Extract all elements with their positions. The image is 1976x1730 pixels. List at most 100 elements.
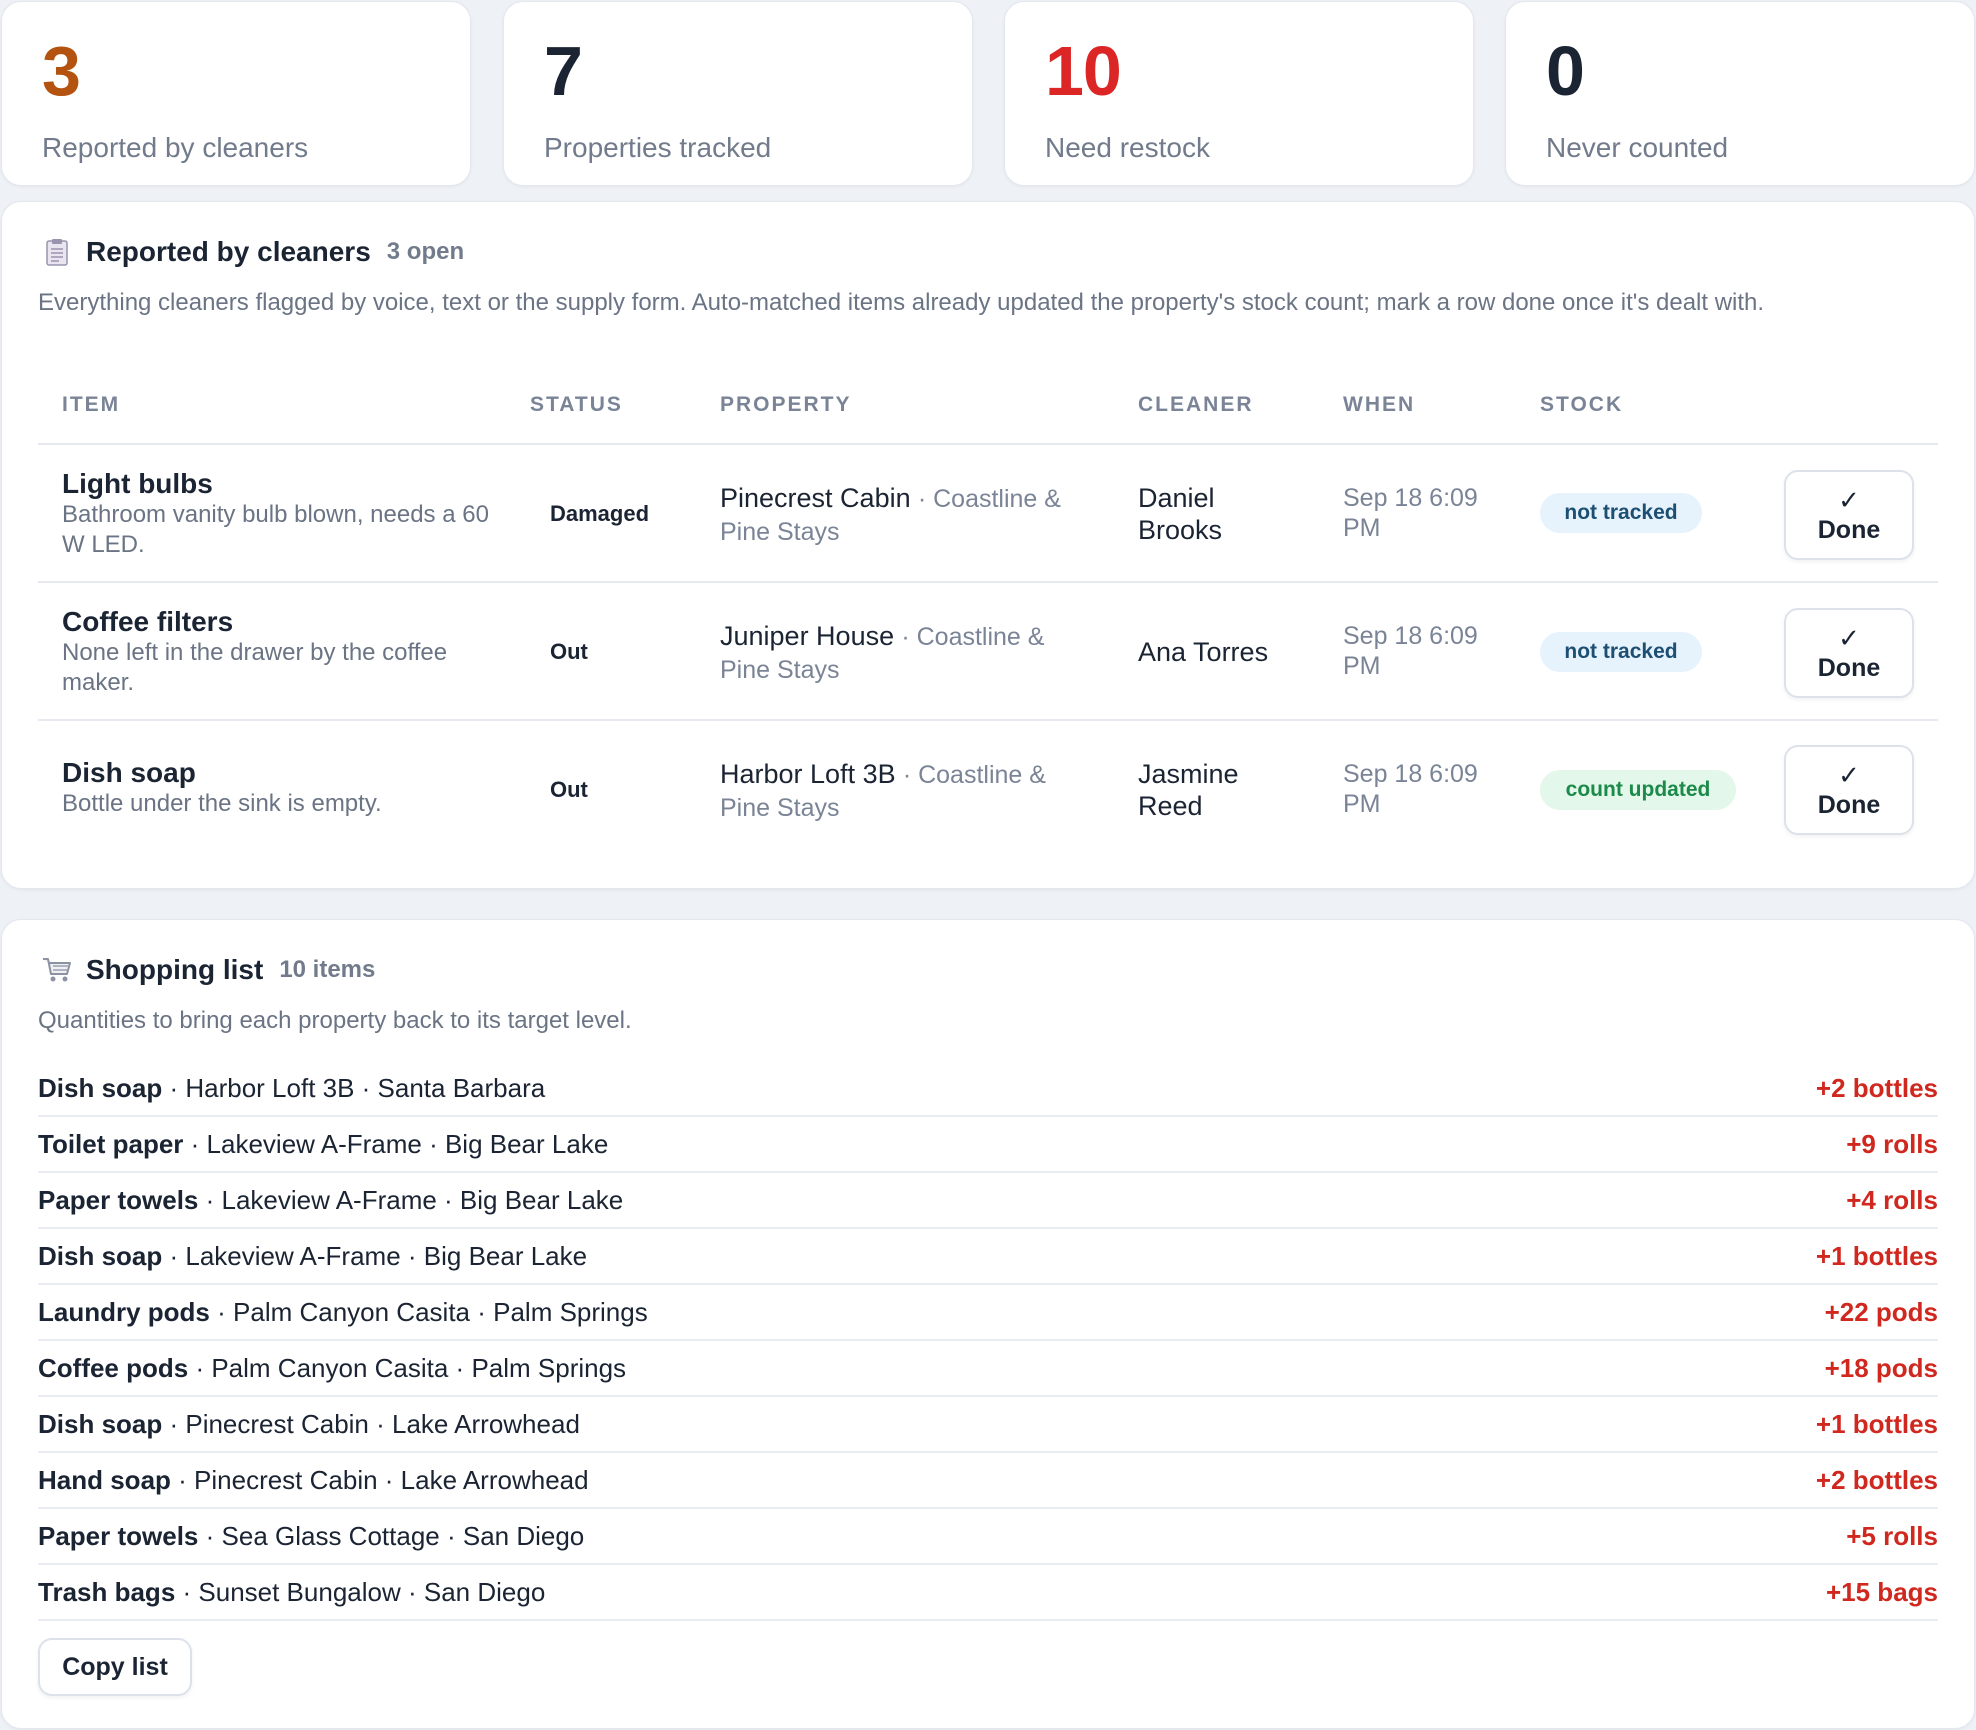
column-header-when: WHEN	[1343, 393, 1416, 416]
item-location: · Lakeview A-Frame · Big Bear Lake	[183, 1128, 609, 1159]
stat-value: 10	[1045, 32, 1122, 110]
done-label: Done	[1817, 791, 1881, 819]
item-name: Dish soap	[38, 1408, 163, 1439]
list-item: Laundry pods · Palm Canyon Casita · Palm…	[38, 1285, 1938, 1341]
list-item-label: Coffee pods · Palm Canyon Casita · Palm …	[38, 1353, 626, 1384]
stat-card-need-restock: 10 Need restock	[1004, 1, 1474, 186]
stock-badge: count updated	[1540, 770, 1736, 810]
status-label: Out	[550, 639, 588, 664]
list-item: Trash bags · Sunset Bungalow · San Diego…	[38, 1565, 1938, 1621]
quantity-needed: +5 rolls	[1846, 1520, 1938, 1551]
done-button[interactable]: ✓ Done	[1784, 608, 1914, 698]
list-item: Dish soap · Pinecrest Cabin · Lake Arrow…	[38, 1397, 1938, 1453]
done-label: Done	[1817, 516, 1881, 544]
cleaner-name: Jasmine Reed	[1138, 759, 1239, 821]
column-header-cleaner: CLEANER	[1138, 393, 1254, 416]
item-name: Toilet paper	[38, 1128, 184, 1159]
list-item-label: Paper towels · Sea Glass Cottage · San D…	[38, 1521, 584, 1552]
item-name: Coffee pods	[38, 1352, 189, 1383]
done-label: Done	[1817, 654, 1881, 682]
list-item-label: Hand soap · Pinecrest Cabin · Lake Arrow…	[38, 1465, 589, 1496]
column-header-status: STATUS	[530, 393, 623, 416]
list-item-label: Dish soap · Lakeview A-Frame · Big Bear …	[38, 1241, 587, 1272]
section-title: Reported by cleaners	[86, 236, 371, 267]
stat-value: 7	[544, 32, 583, 110]
list-item-label: Laundry pods · Palm Canyon Casita · Palm…	[38, 1297, 648, 1328]
section-description: Everything cleaners flagged by voice, te…	[38, 289, 1765, 316]
company-name: · Coastline & Pine Stays	[720, 485, 1061, 546]
item-name: Dish soap	[38, 1240, 163, 1271]
property-cell: Harbor Loft 3B · Coastline & Pine Stays	[720, 758, 1100, 824]
open-count: 3 open	[386, 238, 465, 265]
stat-label: Properties tracked	[544, 132, 772, 163]
list-item-label: Dish soap · Harbor Loft 3B · Santa Barba…	[38, 1073, 545, 1104]
when-time: Sep 18 6:09 PM	[1343, 622, 1478, 680]
company-name: · Coastline & Pine Stays	[720, 761, 1046, 822]
list-item: Toilet paper · Lakeview A-Frame · Big Be…	[38, 1117, 1938, 1173]
quantity-needed: +1 bottles	[1815, 1408, 1938, 1439]
quantity-needed: +1 bottles	[1815, 1240, 1938, 1271]
quantity-needed: +2 bottles	[1815, 1072, 1938, 1103]
item-note: Bottle under the sink is empty.	[62, 790, 382, 817]
item-name: Coffee filters	[62, 606, 234, 637]
stock-badge: not tracked	[1540, 493, 1702, 533]
item-note: Bathroom vanity bulb blown, needs a 60 W…	[62, 501, 489, 558]
item-name: Trash bags	[38, 1576, 176, 1607]
property-name: Harbor Loft 3B	[720, 759, 896, 789]
check-icon: ✓	[1838, 485, 1860, 515]
stat-label: Never counted	[1546, 132, 1729, 163]
quantity-needed: +9 rolls	[1846, 1128, 1938, 1159]
list-item-label: Paper towels · Lakeview A-Frame · Big Be…	[38, 1185, 623, 1216]
item-name: Laundry pods	[38, 1296, 210, 1327]
quantity-needed: +15 bags	[1825, 1576, 1938, 1607]
when-time: Sep 18 6:09 PM	[1343, 760, 1478, 818]
list-item: Paper towels · Sea Glass Cottage · San D…	[38, 1509, 1938, 1565]
divider	[38, 443, 1938, 445]
property-cell: Juniper House · Coastline & Pine Stays	[720, 620, 1100, 686]
copy-list-button[interactable]: Copy list	[38, 1638, 192, 1696]
company-name: · Coastline & Pine Stays	[720, 623, 1045, 684]
item-location: · Lakeview A-Frame · Big Bear Lake	[198, 1184, 624, 1215]
stat-card-never-counted: 0 Never counted	[1505, 1, 1975, 186]
column-header-item: ITEM	[62, 393, 121, 416]
property-name: Pinecrest Cabin	[720, 483, 911, 513]
when-time: Sep 18 6:09 PM	[1343, 484, 1478, 542]
done-button[interactable]: ✓ Done	[1784, 470, 1914, 560]
item-location: · Harbor Loft 3B · Santa Barbara	[162, 1072, 546, 1103]
status-label: Out	[550, 777, 588, 802]
cleaner-name: Ana Torres	[1138, 637, 1269, 667]
stat-value: 0	[1546, 32, 1585, 110]
item-location: · Palm Canyon Casita · Palm Springs	[209, 1296, 648, 1327]
list-item: Paper towels · Lakeview A-Frame · Big Be…	[38, 1173, 1938, 1229]
item-name: Light bulbs	[62, 468, 213, 499]
item-count: 10 items	[279, 956, 376, 983]
shopping-panel	[1, 919, 1975, 1729]
item-location: · Sunset Bungalow · San Diego	[175, 1576, 546, 1607]
item-location: · Palm Canyon Casita · Palm Springs	[188, 1352, 627, 1383]
divider	[38, 581, 1938, 583]
check-icon: ✓	[1838, 623, 1860, 653]
done-button[interactable]: ✓ Done	[1784, 745, 1914, 835]
item-cell: Coffee filters None left in the drawer b…	[62, 606, 502, 698]
clipboard-icon	[42, 237, 72, 267]
item-name: Dish soap	[38, 1072, 163, 1103]
item-location: · Lakeview A-Frame · Big Bear Lake	[162, 1240, 588, 1271]
item-location: · Sea Glass Cottage · San Diego	[198, 1520, 585, 1551]
property-name: Juniper House	[720, 621, 895, 651]
stock-badge: not tracked	[1540, 632, 1702, 672]
shopping-cart-icon	[42, 955, 72, 985]
column-header-property: PROPERTY	[720, 393, 852, 416]
list-item-label: Trash bags · Sunset Bungalow · San Diego	[38, 1577, 545, 1608]
section-title: Shopping list	[86, 954, 264, 985]
divider	[38, 719, 1938, 721]
reports-header: Reported by cleaners 3 open	[42, 236, 464, 268]
cleaner-name: Daniel Brooks	[1138, 483, 1223, 545]
item-note: None left in the drawer by the coffee ma…	[62, 639, 448, 696]
item-name: Hand soap	[38, 1464, 171, 1495]
property-cell: Pinecrest Cabin · Coastline & Pine Stays	[720, 482, 1100, 548]
item-name: Paper towels	[38, 1184, 199, 1215]
stat-card-properties: 7 Properties tracked	[503, 1, 973, 186]
quantity-needed: +2 bottles	[1815, 1464, 1938, 1495]
list-item: Dish soap · Lakeview A-Frame · Big Bear …	[38, 1229, 1938, 1285]
item-location: · Pinecrest Cabin · Lake Arrowhead	[162, 1408, 580, 1439]
